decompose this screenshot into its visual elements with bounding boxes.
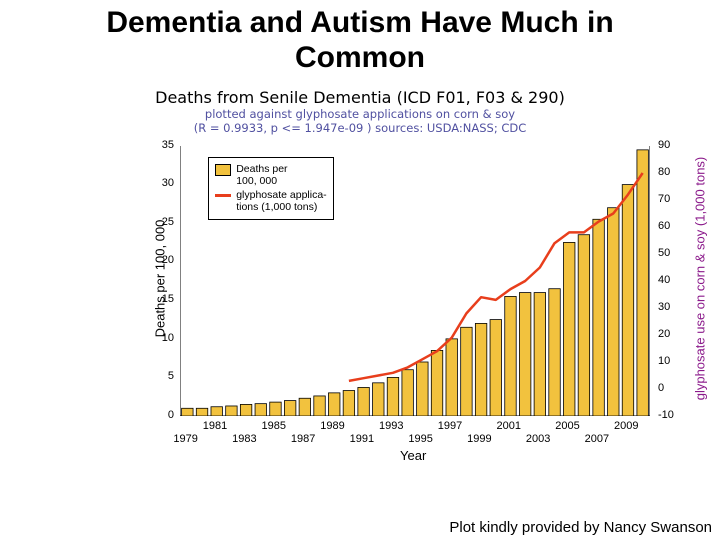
legend: Deaths per100, 000glyphosate applica-tio… — [208, 157, 333, 220]
x-tick-label: 1991 — [350, 433, 374, 445]
x-tick-label: 1983 — [232, 433, 256, 445]
x-tick-label: 1985 — [261, 420, 285, 432]
y1-tick-label: 5 — [152, 370, 174, 382]
chart-subtitle-line1: plotted against glyphosate applications … — [205, 107, 515, 121]
bar — [270, 402, 281, 416]
bar — [549, 288, 560, 415]
bar — [255, 403, 266, 415]
bar — [446, 339, 457, 416]
legend-swatch-line-icon — [215, 194, 231, 197]
x-tick-label: 2001 — [496, 420, 520, 432]
y2-tick-label: 60 — [658, 220, 670, 232]
bar — [299, 398, 310, 416]
bar — [431, 350, 442, 416]
y1-tick-label: 35 — [152, 139, 174, 151]
y2-tick-label: 30 — [658, 301, 670, 313]
x-tick-label: 2007 — [585, 433, 609, 445]
chart-container: Deaths from Senile Dementia (ICD F01, F0… — [40, 88, 680, 498]
x-tick-label: 1997 — [438, 420, 462, 432]
x-tick-label: 1979 — [173, 433, 197, 445]
bar — [182, 408, 193, 416]
chart-title: Deaths from Senile Dementia (ICD F01, F0… — [40, 88, 680, 107]
bar — [211, 406, 222, 415]
bar — [387, 377, 398, 416]
y2-tick-label: -10 — [658, 409, 674, 421]
bar — [637, 150, 648, 416]
bar — [519, 292, 530, 415]
bar — [461, 327, 472, 416]
attribution-text: Plot kindly provided by Nancy Swanson — [449, 519, 712, 536]
y1-tick-label: 20 — [152, 254, 174, 266]
bar — [475, 323, 486, 416]
bar — [608, 207, 619, 415]
y1-tick-label: 25 — [152, 216, 174, 228]
bar — [402, 369, 413, 415]
slide-title: Dementia and Autism Have Much in Common — [0, 0, 720, 75]
bar — [373, 383, 384, 416]
bar — [284, 400, 295, 415]
legend-label: glyphosate applica-tions (1,000 tons) — [236, 189, 326, 214]
bar — [534, 292, 545, 415]
y1-tick-label: 30 — [152, 177, 174, 189]
y1-tick-label: 15 — [152, 293, 174, 305]
x-tick-label: 1993 — [379, 420, 403, 432]
y2-tick-label: 20 — [658, 328, 670, 340]
y2-tick-label: 10 — [658, 355, 670, 367]
bar — [593, 219, 604, 416]
y2-tick-label: 90 — [658, 139, 670, 151]
y1-tick-label: 10 — [152, 332, 174, 344]
bar — [343, 390, 354, 415]
x-tick-label: 1995 — [408, 433, 432, 445]
bar — [505, 296, 516, 416]
bar — [226, 406, 237, 416]
bar — [196, 408, 207, 416]
x-tick-label: 1981 — [203, 420, 227, 432]
x-tick-label: 2003 — [526, 433, 550, 445]
bar — [314, 396, 325, 416]
bar — [578, 234, 589, 415]
y2-tick-label: 70 — [658, 193, 670, 205]
legend-swatch-bar-icon — [215, 164, 231, 176]
x-tick-label: 1987 — [291, 433, 315, 445]
legend-label: Deaths per100, 000 — [236, 163, 287, 188]
y2-tick-label: 50 — [658, 247, 670, 259]
legend-item: Deaths per100, 000 — [215, 163, 326, 188]
y2-axis-label: glyphosate use on corn & soy (1,000 tons… — [693, 138, 708, 418]
bar — [358, 387, 369, 416]
y2-tick-label: 0 — [658, 382, 664, 394]
y2-tick-label: 80 — [658, 166, 670, 178]
plot-area: Deaths per 100, 000glyphosate use on cor… — [180, 146, 650, 416]
x-tick-label: 2009 — [614, 420, 638, 432]
chart-subtitle-line2: (R = 0.9933, p <= 1.947e-09 ) sources: U… — [194, 121, 527, 135]
y1-tick-label: 0 — [152, 409, 174, 421]
x-axis-label: Year — [400, 448, 426, 463]
bar — [622, 184, 633, 415]
bar — [240, 404, 251, 416]
bar — [328, 393, 339, 416]
x-tick-label: 1989 — [320, 420, 344, 432]
x-tick-label: 2005 — [555, 420, 579, 432]
y2-tick-label: 40 — [658, 274, 670, 286]
chart-subtitle: plotted against glyphosate applications … — [40, 107, 680, 136]
bar — [490, 319, 501, 415]
x-tick-label: 1999 — [467, 433, 491, 445]
bar — [417, 362, 428, 416]
bar — [563, 242, 574, 416]
legend-item: glyphosate applica-tions (1,000 tons) — [215, 189, 326, 214]
